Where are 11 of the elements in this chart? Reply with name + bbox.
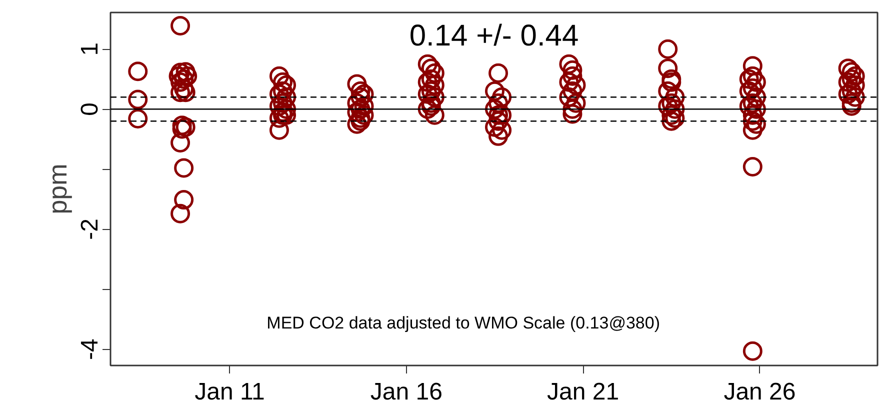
y-tick-label: 1 xyxy=(76,42,104,56)
annotation: MED CO2 data adjusted to WMO Scale (0.13@380) xyxy=(266,314,660,333)
y-tick-label: 0 xyxy=(76,102,104,116)
x-tick-label: Jan 26 xyxy=(724,378,796,406)
y-axis-title: ppm xyxy=(42,164,72,214)
chart-title: 0.14 +/- 0.44 xyxy=(409,20,579,53)
y-tick-label: -4 xyxy=(76,338,104,360)
x-tick-label: Jan 16 xyxy=(370,378,442,406)
x-tick-label: Jan 21 xyxy=(547,378,620,406)
x-tick-label: Jan 11 xyxy=(194,378,265,406)
y-tick-label: -2 xyxy=(76,218,104,240)
